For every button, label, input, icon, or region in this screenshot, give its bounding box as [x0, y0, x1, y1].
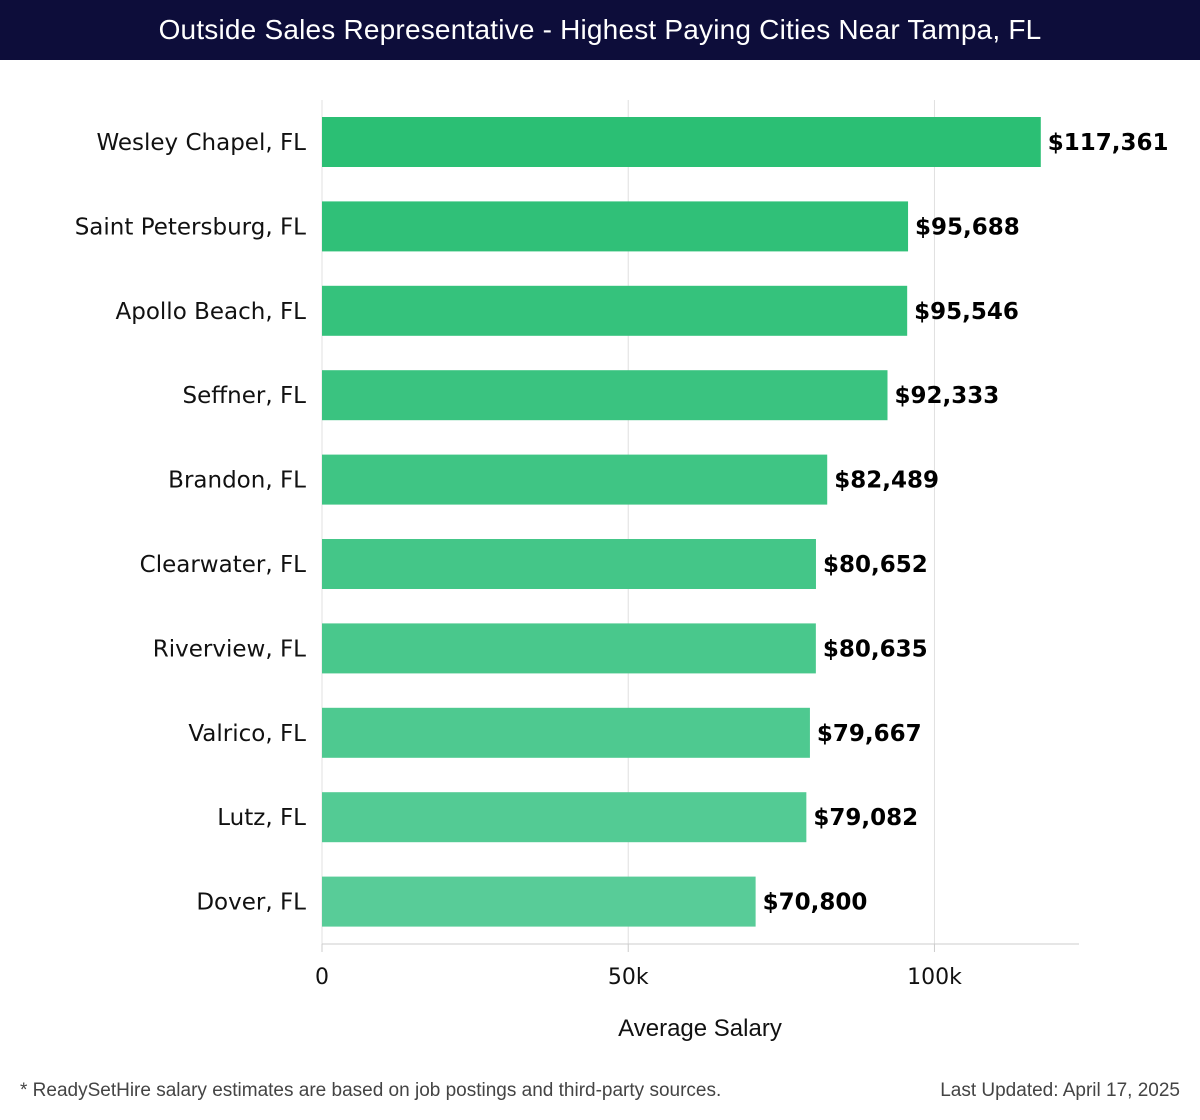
footer-note: * ReadySetHire salary estimates are base… [20, 1080, 722, 1101]
value-label: $92,333 [895, 383, 1000, 409]
bar [322, 454, 828, 505]
category-label: Valrico, FL [188, 721, 306, 747]
tick-label: 0 [315, 965, 329, 990]
category-label: Seffner, FL [183, 383, 307, 409]
bar [322, 539, 816, 589]
x-axis-title: Average Salary [618, 1015, 782, 1042]
bar [322, 876, 756, 927]
bar [322, 201, 909, 252]
bar [322, 370, 888, 421]
value-label: $80,652 [823, 552, 928, 578]
value-label: $82,489 [834, 468, 939, 494]
category-label: Clearwater, FL [140, 552, 307, 578]
bar [322, 117, 1041, 167]
chart-title: Outside Sales Representative - Highest P… [0, 0, 1200, 60]
value-label: $95,688 [915, 214, 1020, 240]
tick-label: 100k [907, 965, 962, 990]
value-labels: $117,361 $95,688 $95,546 $92,333 $82,489 $80,… [763, 130, 1169, 916]
value-label: $95,546 [914, 299, 1019, 325]
value-label: $80,635 [823, 636, 928, 662]
tick-label: 50k [608, 965, 649, 990]
category-labels: Wesley Chapel, FL Saint Petersburg, FL Apo… [75, 130, 306, 916]
category-label: Saint Petersburg, FL [75, 214, 306, 240]
bar [322, 707, 810, 758]
category-label: Apollo Beach, FL [116, 299, 307, 325]
value-label: $70,800 [763, 890, 868, 916]
bar [322, 792, 807, 843]
value-label: $79,667 [817, 721, 922, 747]
x-axis-ticks: 0 50k 100k [315, 944, 962, 990]
category-label: Riverview, FL [153, 636, 306, 662]
value-label: $79,082 [813, 805, 918, 831]
bar [322, 285, 908, 336]
category-label: Dover, FL [196, 890, 306, 916]
bar [322, 623, 816, 674]
category-label: Brandon, FL [168, 468, 306, 494]
category-label: Lutz, FL [217, 805, 306, 831]
value-label: $117,361 [1048, 130, 1169, 156]
bars [322, 117, 1041, 927]
category-label: Wesley Chapel, FL [96, 130, 306, 156]
bar-chart: Wesley Chapel, FL Saint Petersburg, FL Apo… [75, 100, 1169, 1042]
last-updated: Last Updated: April 17, 2025 [940, 1080, 1180, 1101]
